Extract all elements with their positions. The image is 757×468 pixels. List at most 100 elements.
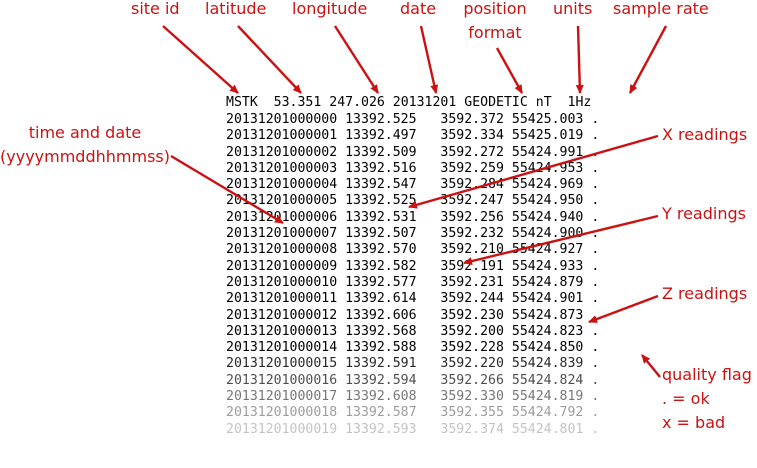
arrow-longitude (333, 25, 380, 94)
row-x: 13392.531 (345, 209, 417, 225)
row-flag: . (591, 274, 600, 290)
label-position-format-line2: format (468, 23, 522, 42)
row-z: 55424.901 (511, 291, 584, 307)
row-x: 13392.608 (345, 389, 417, 405)
data-row: 20131201000003 13392.516 3592.259 55424.… (226, 161, 599, 177)
row-flag: . (591, 340, 600, 356)
row-z: 55424.792 (511, 405, 584, 421)
label-time-and-date: time and date (yyyymmddhhmmss) (0, 122, 170, 168)
row-x: 13392.507 (345, 226, 417, 242)
arrow-z-readings (588, 294, 659, 324)
row-timestamp: 20131201000016 (226, 372, 338, 388)
row-flag: . (591, 226, 600, 242)
arrow-time-and-date (170, 154, 284, 225)
row-x: 13392.525 (345, 193, 417, 209)
row-x: 13392.593 (345, 421, 417, 437)
row-x: 13392.591 (345, 356, 417, 372)
row-flag: . (591, 405, 600, 421)
row-flag: . (591, 421, 600, 437)
row-timestamp: 20131201000014 (226, 340, 338, 356)
row-timestamp: 20131201000015 (226, 356, 338, 372)
data-row: 20131201000006 13392.531 3592.256 55424.… (226, 210, 599, 226)
row-timestamp: 20131201000017 (226, 389, 338, 405)
row-x: 13392.582 (345, 258, 417, 274)
data-row: 20131201000012 13392.606 3592.230 55424.… (226, 308, 599, 324)
data-row: 20131201000002 13392.509 3592.272 55424.… (226, 145, 599, 161)
data-row: 20131201000007 13392.507 3592.232 55424.… (226, 226, 599, 242)
row-y: 3592.230 (440, 307, 504, 323)
data-row: 20131201000019 13392.593 3592.374 55424.… (226, 422, 599, 438)
row-timestamp: 20131201000018 (226, 405, 338, 421)
row-flag: . (591, 291, 600, 307)
row-timestamp: 20131201000012 (226, 307, 338, 323)
data-row: 20131201000004 13392.547 3592.284 55424.… (226, 177, 599, 193)
arrow-date (419, 25, 439, 94)
row-flag: . (591, 323, 600, 339)
row-x: 13392.547 (345, 177, 417, 193)
label-ok-flag: . = ok (662, 389, 710, 408)
row-x: 13392.509 (345, 144, 417, 160)
data-row: 20131201000000 13392.525 3592.372 55425.… (226, 112, 599, 128)
data-row: 20131201000010 13392.577 3592.231 55424.… (226, 275, 599, 291)
row-z: 55424.933 (511, 258, 584, 274)
data-row: 20131201000013 13392.568 3592.200 55424.… (226, 324, 599, 340)
row-z: 55424.991 (511, 144, 584, 160)
row-y: 3592.232 (440, 226, 504, 242)
row-timestamp: 20131201000009 (226, 258, 338, 274)
row-y: 3592.220 (440, 356, 504, 372)
row-x: 13392.516 (345, 160, 417, 176)
row-z: 55424.969 (511, 177, 584, 193)
row-y: 3592.372 (440, 112, 504, 127)
row-y: 3592.334 (440, 128, 504, 144)
row-y: 3592.256 (440, 209, 504, 225)
row-timestamp: 20131201000001 (226, 128, 338, 144)
data-row: 20131201000014 13392.588 3592.228 55424.… (226, 340, 599, 356)
row-y: 3592.266 (440, 372, 504, 388)
label-quality-flag: quality flag . = ok x = bad (662, 363, 752, 435)
label-time-and-date-line2: (yyyymmddhhmmss) (0, 147, 170, 166)
data-row: 20131201000001 13392.497 3592.334 55425.… (226, 128, 599, 144)
label-bad-flag: x = bad (662, 413, 726, 432)
row-flag: . (591, 356, 600, 372)
row-x: 13392.568 (345, 323, 417, 339)
row-x: 13392.588 (345, 340, 417, 356)
row-flag: . (591, 209, 600, 225)
data-row: 20131201000009 13392.582 3592.191 55424.… (226, 259, 599, 275)
row-z: 55424.879 (511, 274, 584, 290)
row-y: 3592.244 (440, 291, 504, 307)
row-y: 3592.191 (440, 258, 504, 274)
row-timestamp: 20131201000007 (226, 226, 338, 242)
row-flag: . (591, 112, 600, 127)
label-x-readings: X readings (662, 125, 748, 144)
row-flag: . (591, 307, 600, 323)
row-y: 3592.228 (440, 340, 504, 356)
row-y: 3592.210 (440, 242, 504, 258)
header-line: MSTK 53.351 247.026 20131201 GEODETIC nT… (226, 95, 591, 111)
data-row: 20131201000016 13392.594 3592.266 55424.… (226, 373, 599, 389)
row-timestamp: 20131201000000 (226, 112, 338, 127)
row-x: 13392.570 (345, 242, 417, 258)
row-x: 13392.525 (345, 112, 417, 127)
row-y: 3592.330 (440, 389, 504, 405)
row-z: 55424.850 (511, 340, 584, 356)
row-timestamp: 20131201000004 (226, 177, 338, 193)
row-flag: . (591, 160, 600, 176)
row-x: 13392.606 (345, 307, 417, 323)
row-timestamp: 20131201000003 (226, 160, 338, 176)
row-flag: . (591, 193, 600, 209)
header-date: 20131201 (392, 95, 457, 110)
row-z: 55424.873 (511, 307, 584, 323)
label-position-format-line1: position (463, 0, 527, 18)
row-y: 3592.200 (440, 323, 504, 339)
row-flag: . (591, 258, 600, 274)
header-sample-rate: 1Hz (567, 95, 592, 110)
row-timestamp: 20131201000019 (226, 421, 338, 437)
header-longitude: 247.026 (329, 95, 385, 110)
arrow-quality-flag (641, 354, 661, 378)
row-timestamp: 20131201000011 (226, 291, 338, 307)
label-sample-rate: sample rate (613, 0, 709, 18)
row-y: 3592.272 (440, 144, 504, 160)
row-z: 55424.801 (511, 421, 584, 437)
label-y-readings: Y readings (662, 204, 746, 223)
row-y: 3592.259 (440, 160, 504, 176)
